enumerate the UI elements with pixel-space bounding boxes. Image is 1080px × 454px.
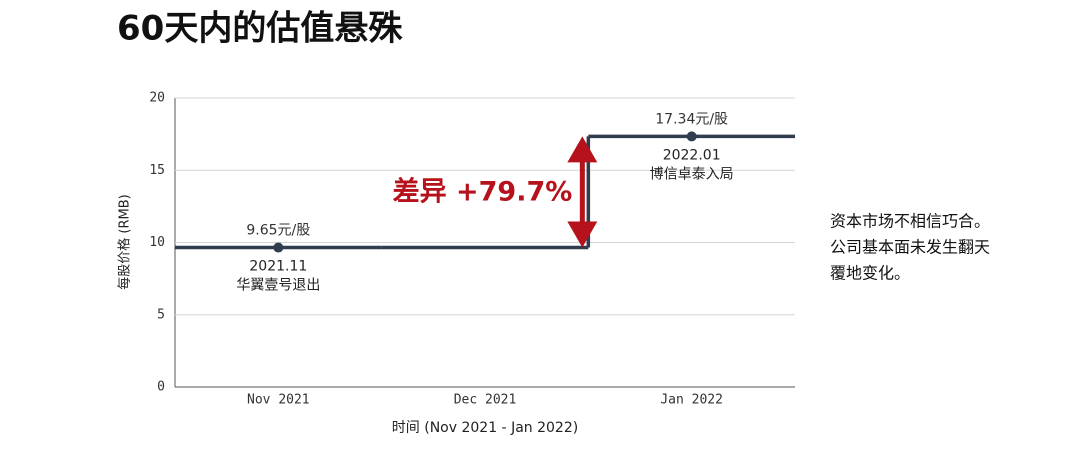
point-marker — [273, 242, 284, 253]
point-note: 博信卓泰入局 — [650, 165, 734, 182]
x-axis-label: 时间 (Nov 2021 - Jan 2022) — [392, 420, 578, 436]
y-tick-label: 5 — [157, 307, 165, 322]
y-tick-label: 10 — [149, 235, 165, 250]
y-axis-label: 每股价格 (RMB) — [117, 194, 133, 289]
side-note: 覆地变化。 — [830, 264, 910, 283]
x-tick-label: Nov 2021 — [247, 393, 310, 408]
side-note: 资本市场不相信巧合。 — [830, 212, 990, 231]
arrow-head — [567, 221, 598, 248]
chart-title: 60天内的估值悬殊 — [117, 9, 403, 49]
value-label: 9.65元/股 — [246, 223, 310, 239]
point-note: 2022.01 — [663, 147, 721, 163]
side-note: 公司基本面未发生翻天 — [830, 238, 990, 257]
point-marker — [686, 131, 697, 142]
x-tick-label: Dec 2021 — [454, 393, 517, 408]
y-tick-label: 20 — [149, 91, 165, 106]
value-label: 17.34元/股 — [655, 111, 728, 127]
x-tick-label: Jan 2022 — [660, 393, 723, 408]
y-tick-label: 0 — [157, 380, 165, 395]
y-tick-label: 15 — [149, 163, 165, 178]
point-note: 2021.11 — [249, 259, 307, 275]
point-note: 华翼壹号退出 — [236, 278, 320, 294]
arrow-head — [567, 136, 598, 163]
difference-label: 差异 +79.7% — [393, 175, 573, 207]
